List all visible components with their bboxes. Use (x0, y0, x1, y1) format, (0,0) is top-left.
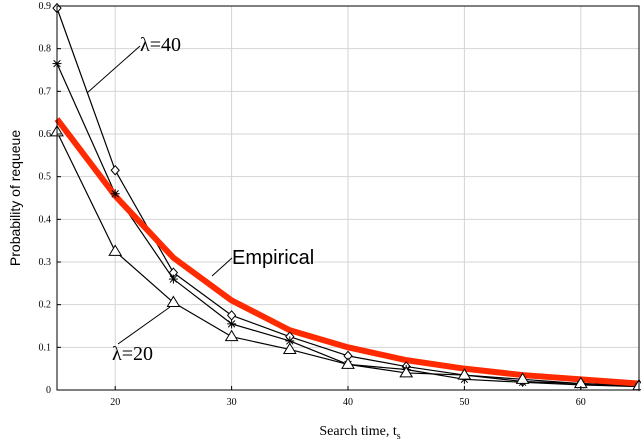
x-axis-label: Search time, ts (319, 424, 400, 442)
annotation-lambda40: λ=40 (140, 34, 181, 56)
series-markers (50, 2, 641, 392)
annotation-leader-empirical (211, 257, 233, 277)
x-tick-label: 50 (459, 397, 469, 408)
y-tick-label: 0.1 (39, 342, 52, 353)
series-marker-star (227, 319, 237, 329)
annotation-leader-lambda40 (86, 45, 141, 94)
series-marker-triangle (224, 329, 239, 342)
series-marker-star (168, 274, 178, 284)
series-marker-triangle (457, 368, 472, 380)
y-tick-label: 0 (46, 385, 51, 396)
x-tick-label: 40 (343, 397, 353, 408)
y-tick-label: 0.5 (39, 172, 52, 183)
y-tick-label: 0.7 (39, 86, 52, 97)
series-marker-triangle (515, 372, 530, 384)
series-marker-triangle (166, 295, 181, 308)
x-tick-label: 30 (227, 397, 237, 408)
axis-ticks: 20 30 40 50 60 0 0.1 0.2 0.3 0.4 0.5 0.6 0.7 0.8 0.9 (39, 1, 586, 408)
x-tick-label: 20 (110, 397, 120, 408)
y-tick-label: 0.4 (39, 214, 52, 225)
annotation-empirical: Empirical (232, 247, 314, 269)
y-axis-label: Probability of requeue (7, 130, 23, 266)
series-marker-triangle (108, 244, 123, 256)
series-marker-diamond (226, 310, 237, 321)
annotation-lambda20: λ=20 (112, 343, 153, 365)
y-tick-label: 0.2 (39, 300, 52, 311)
series-marker-diamond (110, 165, 120, 176)
plot-frame (56, 5, 640, 391)
series-marker-star (110, 189, 120, 199)
series-marker-triangle (282, 342, 297, 354)
grid-lines (57, 6, 639, 390)
series-marker-triangle (399, 365, 414, 378)
series-marker-triangle (341, 357, 355, 369)
y-tick-label: 0.9 (39, 1, 52, 12)
series-line-empirical (54, 117, 640, 387)
y-tick-label: 0.8 (39, 44, 52, 55)
annotation-leader-lambda20 (117, 306, 171, 345)
x-tick-label: 60 (576, 397, 586, 408)
y-tick-label: 0.3 (39, 257, 52, 268)
y-tick-label: 0.6 (39, 129, 52, 140)
